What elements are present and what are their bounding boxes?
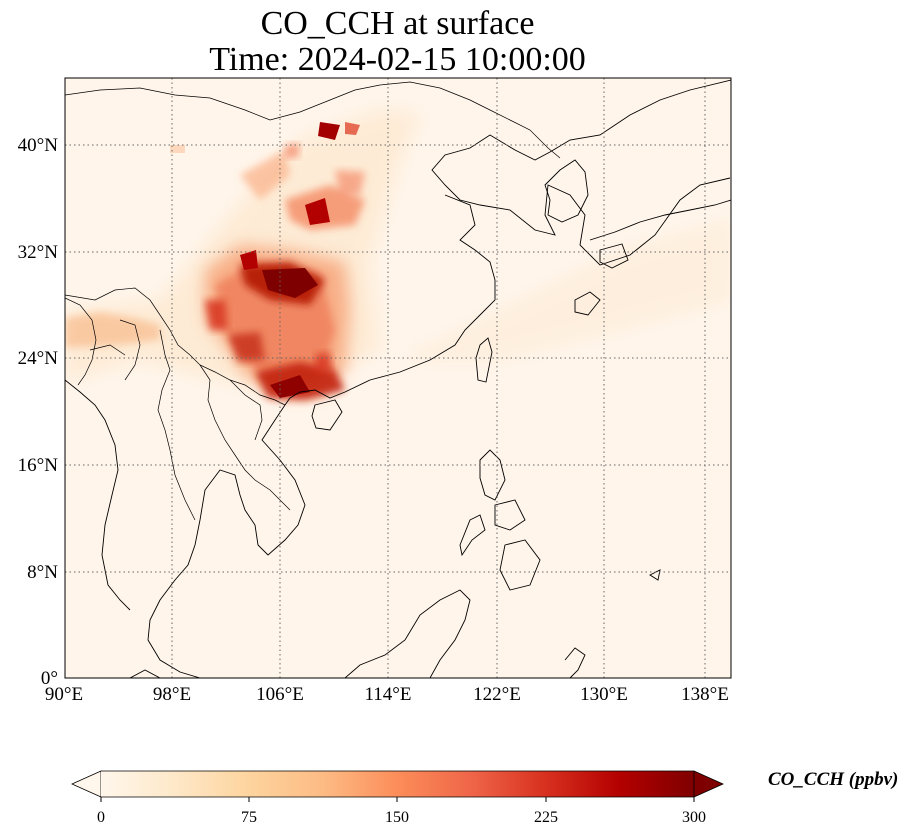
coastlines <box>65 79 731 678</box>
lon-tick-label: 138°E <box>681 684 729 705</box>
map-panel <box>64 77 732 679</box>
colorbar-tick-label: 150 <box>385 809 409 826</box>
colorbar-ticks <box>100 797 695 802</box>
colorbar: 0 75 150 225 300 <box>71 770 724 826</box>
map-time-subtitle: Time: 2024-02-15 10:00:00 <box>209 41 586 78</box>
lat-tick-label: 8°N <box>27 562 58 583</box>
lon-tick-label: 106°E <box>256 684 304 705</box>
lon-tick-label: 122°E <box>473 684 521 705</box>
colorbar-label: CO_CCH (ppbv) <box>768 769 899 790</box>
colorbar-tick-label: 300 <box>682 809 706 826</box>
lat-tick-label: 16°N <box>18 455 59 476</box>
colorbar-tick-label: 0 <box>97 809 105 826</box>
lon-tick-label: 130°E <box>580 684 628 705</box>
axis-labels: 90°E 98°E 106°E 114°E 122°E 130°E 138°E … <box>18 135 729 705</box>
colorbar-gradient <box>101 771 694 797</box>
gridlines <box>65 78 731 678</box>
lon-tick-label: 98°E <box>153 684 191 705</box>
country-borders <box>65 81 561 521</box>
colorbar-tick-label: 225 <box>534 809 558 826</box>
lat-tick-label: 32°N <box>18 242 59 263</box>
map-frame <box>64 77 732 679</box>
lon-tick-label: 90°E <box>45 684 83 705</box>
lon-tick-label: 114°E <box>365 684 412 705</box>
map-background <box>65 78 731 678</box>
colorbar-max-extend-arrow <box>693 770 724 798</box>
map-title: CO_CCH at surface <box>260 5 535 42</box>
colorbar-tick-label: 75 <box>241 809 257 826</box>
lat-tick-label: 24°N <box>18 348 59 369</box>
lat-tick-label: 40°N <box>18 135 59 156</box>
colorbar-min-extend-arrow <box>71 770 102 798</box>
lat-tick-label: 0° <box>41 668 58 689</box>
